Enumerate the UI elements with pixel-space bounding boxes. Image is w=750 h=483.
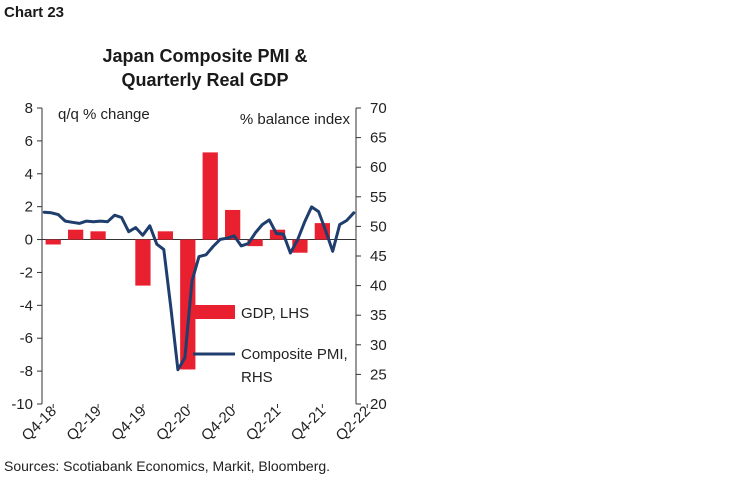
right-tick-label: 45 — [370, 248, 387, 265]
left-tick-label: 6 — [25, 133, 33, 150]
right-tick-label: 30 — [370, 337, 387, 354]
x-axis-ticks: Q4-18 Q2-19 Q4-19 Q2-20 Q4-20 Q2-21 Q4-21 Q2-22 — [19, 403, 375, 445]
right-axis-label: % balance index — [240, 111, 351, 128]
right-tick-label: 60 — [370, 159, 387, 176]
chart-number-label: Chart 23 — [4, 4, 65, 21]
chart-title: Japan Composite PMI & Quarterly Real GDP — [40, 44, 370, 92]
left-axis-ticks: 8 6 4 2 0 -2 -4 -6 -8 -10 — [11, 100, 42, 413]
right-tick-label: 55 — [370, 189, 387, 206]
legend-gdp-swatch — [193, 305, 235, 319]
gdp-bar — [180, 239, 196, 370]
chart-title-line-2: Quarterly Real GDP — [121, 70, 289, 90]
right-tick-label: 25 — [370, 366, 387, 383]
x-tick-label: Q4-21 — [288, 403, 330, 445]
x-tick-label: Q4-19 — [108, 403, 150, 445]
legend: GDP, LHS Composite PMI, RHS — [193, 305, 348, 386]
left-tick-label: -10 — [11, 396, 33, 413]
left-axis-label: q/q % change — [58, 106, 150, 123]
left-tick-label: -4 — [20, 297, 33, 314]
gdp-bar — [225, 209, 241, 240]
pmi-series-line — [42, 205, 356, 372]
right-tick-label: 65 — [370, 130, 387, 147]
legend-pmi-label-line-1: Composite PMI, — [241, 346, 348, 363]
x-tick-label: Q4-20 — [198, 403, 240, 445]
gdp-bar — [68, 229, 84, 240]
x-tick-label: Q2-21 — [243, 403, 285, 445]
legend-pmi-label-line-2: RHS — [241, 369, 273, 386]
left-tick-label: 2 — [25, 199, 33, 216]
x-tick-label: Q2-20 — [153, 403, 195, 445]
right-tick-label: 70 — [370, 100, 387, 117]
right-tick-label: 35 — [370, 307, 387, 324]
x-tick-label: Q2-22 — [333, 403, 375, 445]
left-tick-label: 4 — [25, 166, 33, 183]
gdp-bar — [202, 152, 218, 240]
gdp-bar — [157, 231, 173, 240]
x-tick-label: Q2-19 — [63, 403, 105, 445]
gdp-bar — [45, 239, 61, 245]
gdp-bar — [247, 239, 263, 247]
gdp-bar — [90, 231, 106, 240]
left-tick-label: -2 — [20, 264, 33, 281]
gdp-bar — [135, 239, 151, 286]
left-tick-label: -8 — [20, 363, 33, 380]
source-note: Sources: Scotiabank Economics, Markit, B… — [4, 458, 331, 474]
right-tick-label: 20 — [370, 396, 387, 413]
left-tick-label: -6 — [20, 330, 33, 347]
left-tick-label: 0 — [25, 232, 33, 249]
left-tick-label: 8 — [25, 100, 33, 117]
right-axis-ticks: 70 65 60 55 50 45 40 35 30 25 20 — [356, 100, 387, 413]
legend-gdp-label: GDP, LHS — [241, 305, 309, 322]
right-tick-label: 40 — [370, 278, 387, 295]
chart-title-line-1: Japan Composite PMI & — [102, 46, 308, 66]
right-tick-label: 50 — [370, 218, 387, 235]
